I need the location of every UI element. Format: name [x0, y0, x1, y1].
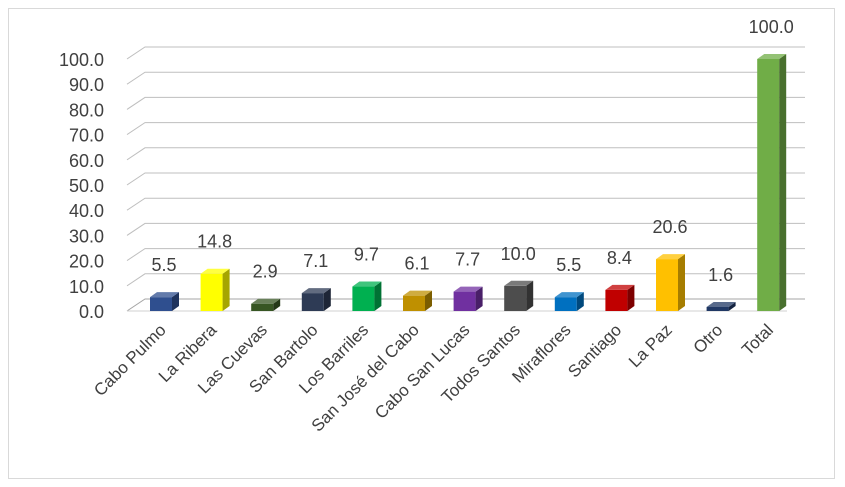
bar-top	[150, 292, 179, 298]
y-tick-label: 70.0	[69, 126, 104, 146]
bar-front	[757, 59, 780, 311]
data-label: 5.5	[556, 255, 581, 275]
bar-2	[251, 298, 281, 311]
bar-0	[150, 292, 179, 311]
bar-front	[453, 291, 476, 311]
gridline	[126, 273, 805, 287]
y-tick-label: 80.0	[69, 100, 104, 120]
bar-side	[728, 301, 736, 311]
category-label: Santiago	[564, 320, 625, 381]
gridline	[126, 172, 805, 186]
bar-side	[779, 54, 787, 311]
bar-1	[200, 268, 230, 311]
bar-front	[605, 289, 628, 311]
bar-8	[554, 292, 584, 311]
bar-4	[352, 281, 382, 311]
y-tick-label: 50.0	[69, 176, 104, 196]
bar-side	[576, 292, 584, 311]
data-label: 14.8	[197, 232, 232, 252]
bar-side	[222, 268, 230, 311]
chart-frame	[8, 8, 835, 479]
bar-top	[453, 286, 483, 292]
bar-front	[554, 297, 577, 311]
gridline	[126, 298, 805, 312]
bar-front	[150, 297, 172, 311]
y-tick-label: 60.0	[69, 151, 104, 171]
data-label: 5.5	[151, 255, 176, 275]
y-tick-label: 10.0	[69, 277, 104, 297]
bar-front	[251, 303, 274, 311]
bar-front	[301, 293, 324, 311]
bar-side	[323, 288, 331, 311]
bar-top	[352, 281, 382, 287]
data-label: 9.7	[354, 245, 379, 265]
bar-9	[605, 284, 635, 311]
bar-6	[453, 286, 483, 311]
bar-top	[605, 284, 635, 290]
data-label: 20.6	[652, 217, 687, 237]
data-label: 6.1	[404, 254, 429, 274]
bar-top	[200, 268, 230, 274]
data-label: 8.4	[607, 248, 632, 268]
bar-front	[352, 286, 375, 311]
bar-side	[425, 290, 432, 311]
bar-top	[403, 290, 432, 296]
data-label: 2.9	[253, 262, 278, 282]
gridline	[126, 222, 805, 236]
gridline	[126, 46, 805, 60]
bars	[150, 54, 787, 311]
bar-top	[757, 54, 787, 59]
bar-top	[251, 298, 281, 304]
bar-10	[656, 254, 685, 311]
bar-7	[504, 280, 534, 311]
bar-top	[301, 288, 331, 294]
bar-3	[301, 288, 331, 311]
bar-11	[706, 301, 736, 311]
bar-side	[172, 292, 179, 311]
data-label: 7.1	[303, 251, 328, 271]
bar-top	[504, 280, 534, 286]
bar-12	[757, 54, 787, 311]
data-labels: 5.5 14.8 2.9 7.1 9.7 6.1 7.7 10.0 5.5 8.4 20.6 1.6 1…	[151, 17, 793, 285]
bar-top	[706, 301, 736, 307]
gridline	[126, 122, 805, 136]
y-tick-label: 40.0	[69, 201, 104, 221]
bar-front	[403, 295, 425, 311]
data-label: 1.6	[708, 265, 733, 285]
y-tick-label: 0.0	[79, 302, 104, 322]
gridline	[126, 147, 805, 161]
data-label: 7.7	[455, 250, 480, 270]
category-label: Cabo Pulmo	[90, 320, 170, 400]
y-tick-label: 30.0	[69, 226, 104, 246]
category-label: La Paz	[625, 320, 676, 371]
bar-side	[627, 284, 635, 311]
data-label: 100.0	[749, 17, 794, 37]
bar-front	[706, 306, 729, 311]
bar-top	[656, 254, 685, 260]
gridlines	[126, 46, 805, 312]
gridline	[126, 96, 805, 110]
gridline	[126, 248, 805, 262]
gridline	[126, 71, 805, 85]
bar-front	[656, 259, 678, 311]
bar-front	[200, 273, 223, 311]
gridline	[126, 197, 805, 211]
y-tick-label: 20.0	[69, 252, 104, 272]
bar-side	[374, 281, 382, 311]
bar-front	[504, 285, 527, 311]
bar-top	[554, 292, 584, 298]
bar-side	[526, 280, 534, 311]
y-axis-ticks: 0.0 10.0 20.0 30.0 40.0 50.0 60.0 70.0 80.0 90.0 1…	[59, 50, 104, 322]
bar-side	[273, 298, 281, 311]
y-tick-label: 90.0	[69, 75, 104, 95]
bar-side	[475, 286, 483, 311]
category-label: Otro	[690, 320, 727, 357]
bar-5	[403, 290, 432, 311]
y-tick-label: 100.0	[59, 50, 104, 70]
data-label: 10.0	[501, 244, 536, 264]
bar-side	[678, 254, 685, 311]
category-label: Total	[738, 320, 777, 359]
